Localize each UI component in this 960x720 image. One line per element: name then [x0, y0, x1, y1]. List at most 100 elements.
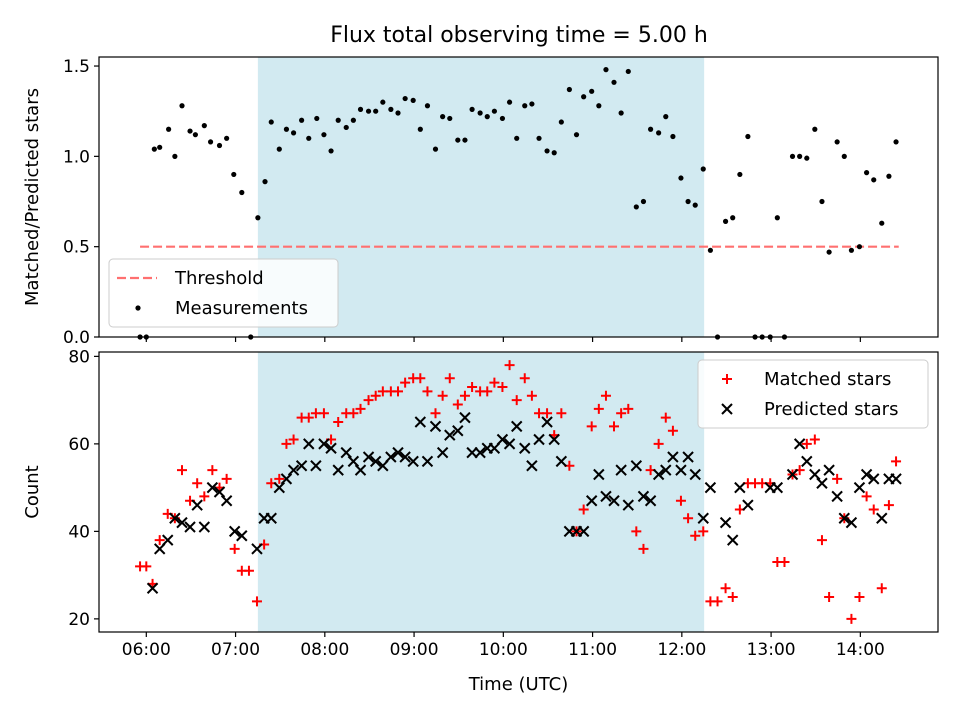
matched-star-marker	[616, 408, 627, 419]
legend-measurement-swatch	[135, 305, 141, 311]
x-stroke-2	[184, 521, 196, 533]
predicted-star-marker	[727, 534, 739, 546]
matched-star-marker	[489, 377, 500, 388]
x-stroke-2	[399, 451, 411, 463]
matched-star-marker	[281, 438, 292, 449]
measurement-point	[484, 114, 490, 120]
x-stroke-2	[369, 455, 382, 468]
measurement-point	[826, 249, 832, 255]
predicted-star-marker	[622, 499, 634, 511]
x-stroke-2	[280, 473, 293, 485]
predicted-star-marker	[734, 481, 746, 494]
predicted-star-marker	[265, 512, 277, 524]
measurement-point	[730, 215, 736, 221]
measurement-point	[343, 124, 349, 131]
measurement-point	[424, 103, 431, 109]
matched-star-marker	[801, 438, 812, 449]
predicted-star-marker	[600, 490, 612, 503]
predicted-star-marker	[146, 582, 159, 594]
x-stroke-2	[823, 464, 835, 476]
predicted-star-marker	[511, 420, 523, 433]
matched-star-marker	[177, 465, 188, 476]
measurement-point	[886, 173, 892, 179]
measurement-point	[737, 171, 743, 178]
predicted-star-marker	[213, 486, 226, 498]
x-stroke-2	[452, 425, 464, 437]
x-stroke-2	[801, 455, 813, 468]
y-tick-label: 0.5	[63, 238, 90, 258]
x-stroke-2	[206, 481, 219, 494]
x-tick-label: 13:00	[747, 640, 796, 660]
x-stroke-2	[541, 416, 553, 428]
x-tick-label: 06:00	[122, 640, 171, 660]
matched-star-marker	[192, 478, 203, 489]
figure-title: Flux total observing time = 5.00 h	[330, 23, 708, 48]
predicted-star-marker	[377, 460, 389, 472]
measurement-point	[328, 148, 334, 154]
predicted-star-marker	[809, 468, 821, 481]
bottom-panel: 20 40 60 80 06:00 07:00 08:00 09:00 10:00 11:00 12…	[22, 347, 939, 695]
measurement-point	[207, 139, 214, 145]
x-stroke-2	[860, 468, 873, 481]
predicted-star-marker	[689, 468, 701, 481]
measurement-point	[491, 108, 498, 114]
x-stroke-2	[793, 438, 806, 450]
x-stroke-2	[533, 433, 545, 446]
axes-frame	[98, 351, 939, 633]
measurement-point	[879, 220, 885, 226]
x-stroke-2	[697, 512, 709, 524]
measurement-point	[596, 103, 602, 109]
x-stroke-2	[220, 495, 233, 507]
x-stroke-2	[719, 516, 732, 529]
x-axis-label: Time (UTC)	[468, 674, 569, 695]
predicted-star-marker	[392, 446, 404, 459]
measurement-point	[365, 108, 372, 114]
x-stroke-2	[600, 490, 612, 503]
predicted-star-marker	[845, 516, 858, 529]
measurement-point	[841, 153, 847, 159]
measurement-point	[151, 146, 157, 152]
measurement-point	[722, 218, 729, 224]
predicted-star-marker	[191, 499, 203, 511]
matched-star-marker	[846, 613, 857, 624]
predicted-star-marker	[675, 464, 687, 476]
x-stroke-2	[273, 481, 286, 494]
x-stroke-2	[347, 455, 360, 468]
measurement-point	[157, 144, 163, 150]
measurement-point	[647, 126, 654, 132]
matched-star-marker	[154, 535, 165, 546]
measurement-point	[797, 153, 803, 159]
x-stroke-2	[853, 481, 866, 494]
x-stroke-2	[162, 534, 174, 546]
top-panel: 0.0 0.5 1.0 1.5 Matched/Predicted stars Thres…	[22, 56, 939, 348]
measurement-point	[544, 148, 550, 154]
matched-star-marker	[690, 530, 701, 541]
x-stroke-2	[816, 477, 828, 489]
matched-star-marker	[698, 526, 709, 537]
matched-star-marker	[526, 390, 537, 401]
predicted-star-marker	[414, 416, 427, 428]
x-stroke-2	[660, 464, 672, 476]
predicted-star-marker	[652, 468, 665, 481]
y-axis-label: Matched/Predicted stars	[22, 88, 43, 306]
x-tick-label: 10:00	[479, 640, 528, 660]
measurement-point	[685, 198, 691, 205]
predicted-star-marker	[176, 516, 188, 529]
matched-star-marker	[667, 425, 678, 436]
measurement-point	[187, 128, 193, 134]
measurement-point	[268, 119, 274, 125]
predicted-star-marker	[823, 464, 835, 476]
predicted-star-marker	[585, 495, 598, 507]
predicted-star-marker	[407, 455, 419, 468]
measurement-point	[656, 130, 662, 136]
predicted-star-marker	[667, 451, 679, 463]
predicted-star-marker	[890, 473, 902, 485]
matched-star-marker	[638, 543, 649, 554]
matched-star-marker	[600, 390, 611, 401]
x-stroke-2	[511, 420, 523, 433]
y-tick-label: 80	[68, 347, 90, 367]
predicted-star-marker	[429, 420, 442, 433]
x-stroke-2	[644, 495, 657, 507]
x-tick-label: 07:00	[211, 640, 260, 660]
measurement-point	[357, 106, 364, 112]
